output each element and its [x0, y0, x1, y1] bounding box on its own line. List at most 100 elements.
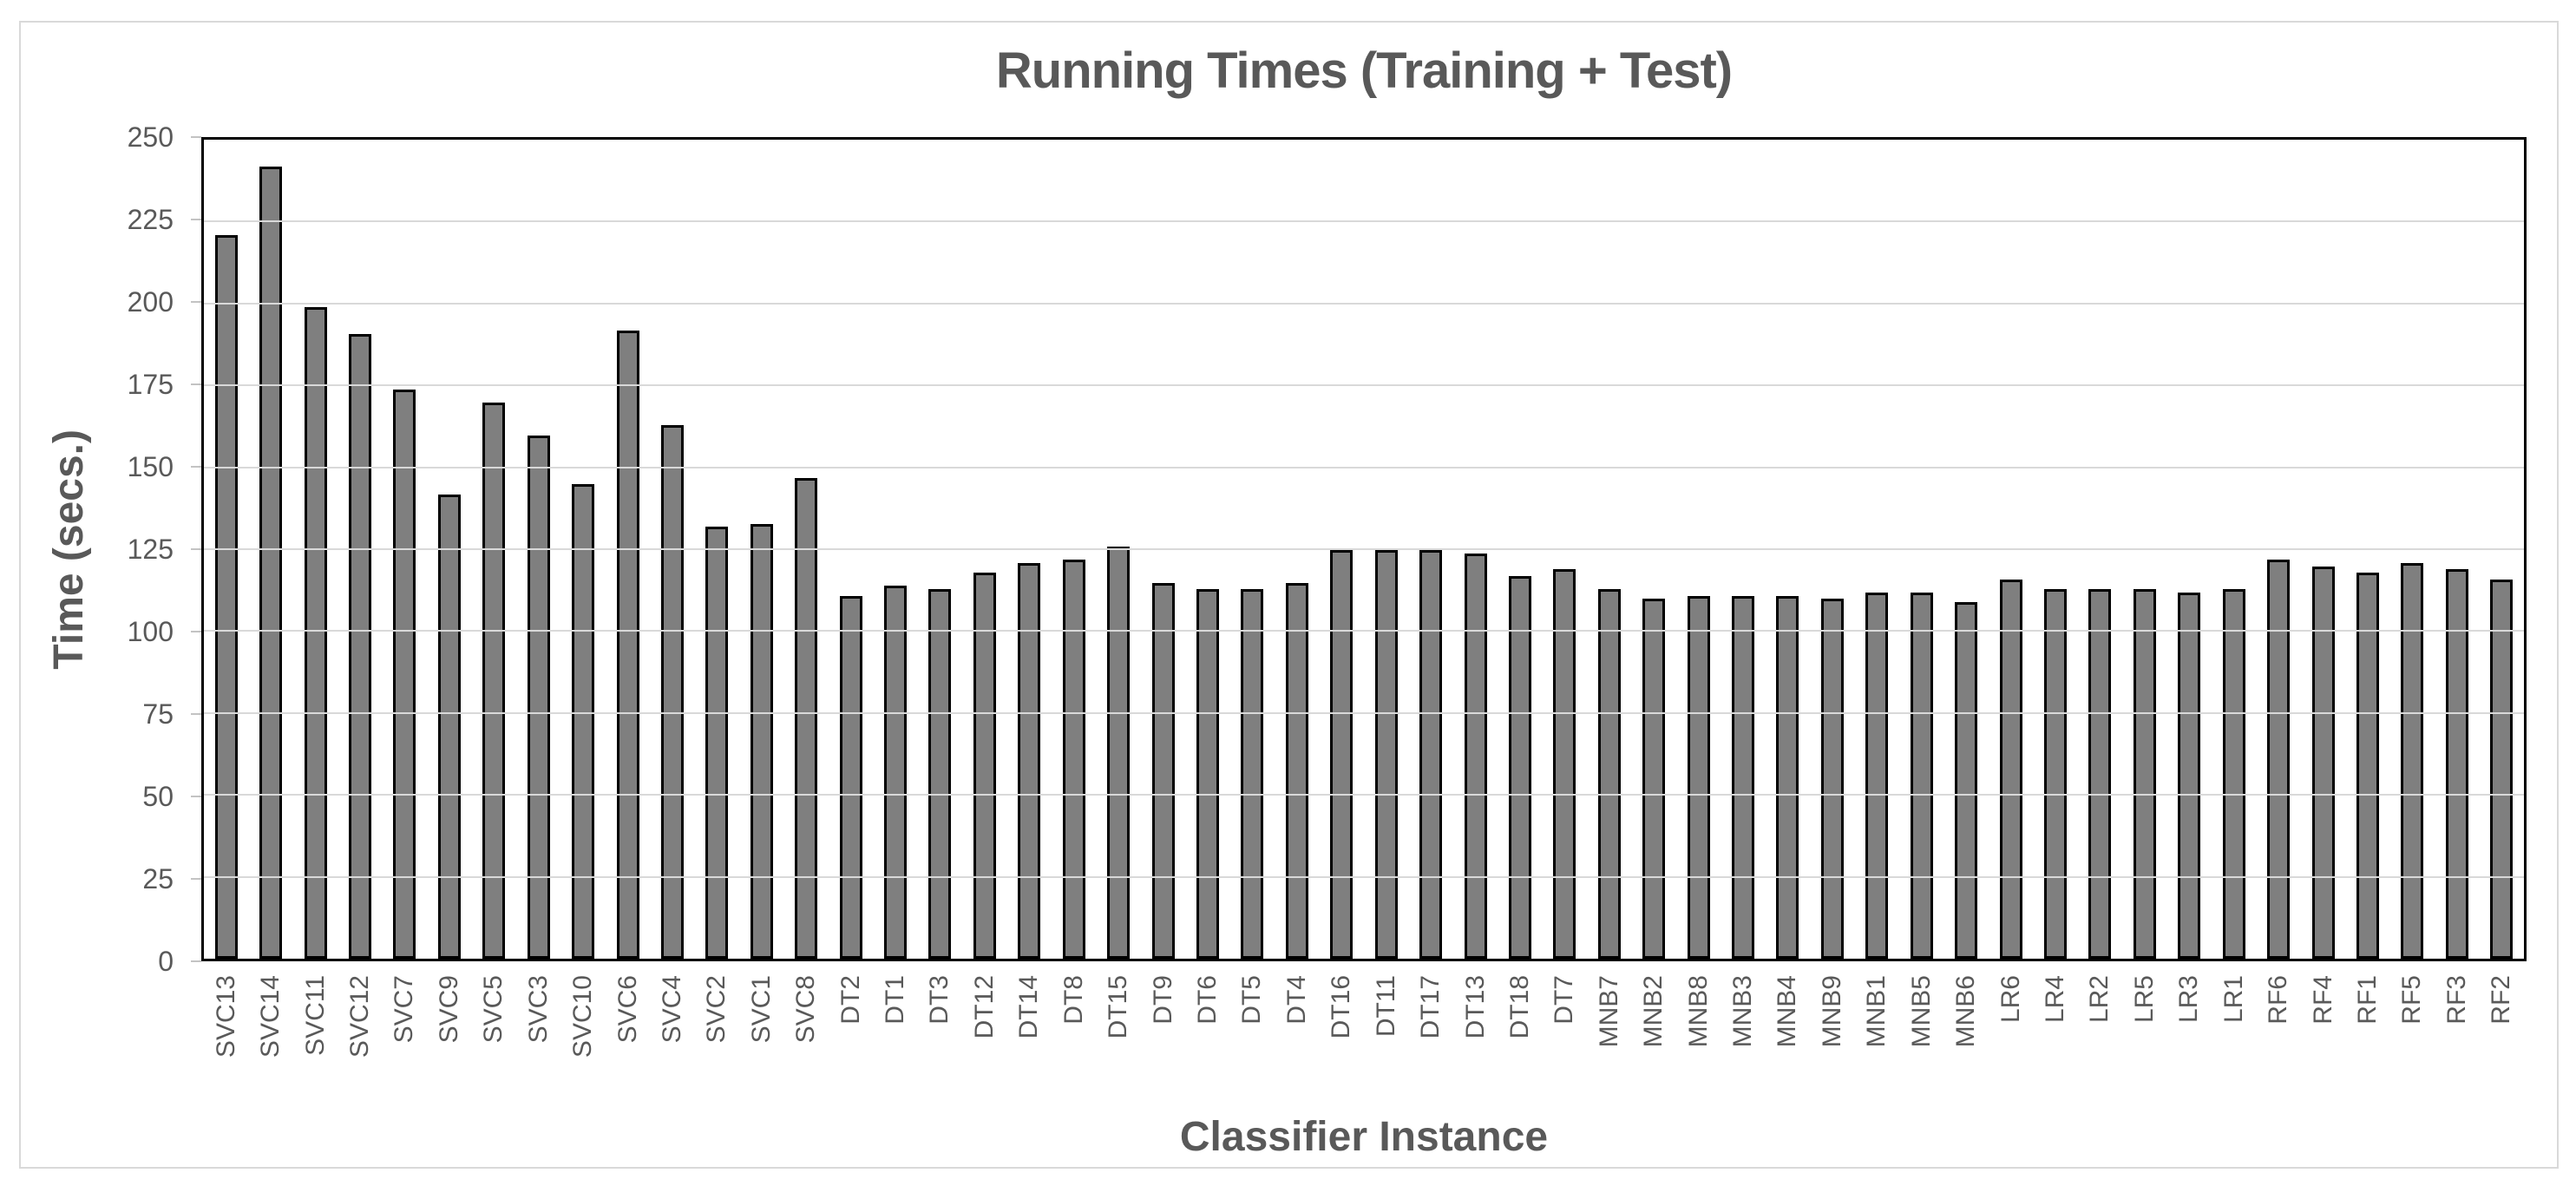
bar-DT7 — [1553, 569, 1576, 959]
bar-SVC11 — [304, 307, 327, 959]
bar-DT6 — [1196, 589, 1219, 959]
y-tick-label-250: 250 — [127, 121, 174, 153]
x-tick-label-RF3: RF3 — [2442, 975, 2471, 1025]
bar-slot-LR2 — [2078, 140, 2122, 959]
y-tick-label-200: 200 — [127, 286, 174, 318]
x-tick-label-SVC7: SVC7 — [390, 975, 419, 1044]
x-tick-label-DT17: DT17 — [1416, 975, 1445, 1039]
x-axis-title: Classifier Instance — [1179, 1114, 1549, 1160]
x-label-slot-RF3: RF3 — [2435, 975, 2479, 1025]
bar-slot-DT17 — [1408, 140, 1452, 959]
bar-slot-SVC3 — [516, 140, 560, 959]
x-tick-label-MNB4: MNB4 — [1773, 975, 1802, 1048]
x-label-slot-DT6: DT6 — [1185, 975, 1229, 1025]
bar-slot-DT13 — [1453, 140, 1498, 959]
x-tick-label-LR5: LR5 — [2129, 975, 2159, 1024]
x-tick-label-DT16: DT16 — [1327, 975, 1356, 1039]
bar-LR4 — [2044, 589, 2067, 959]
bar-DT11 — [1374, 549, 1398, 959]
bar-SVC10 — [572, 484, 595, 959]
bar-MNB6 — [1955, 602, 1978, 959]
x-tick-label-LR3: LR3 — [2174, 975, 2204, 1024]
bar-slot-SVC4 — [650, 140, 694, 959]
x-tick-label-DT7: DT7 — [1550, 975, 1579, 1025]
x-tick-label-MNB6: MNB6 — [1951, 975, 1981, 1048]
y-tick-mark-50 — [191, 796, 201, 797]
bar-slot-MNB6 — [1943, 140, 1988, 959]
x-label-slot-DT17: DT17 — [1408, 975, 1452, 1039]
gridline-y-150 — [204, 466, 2524, 469]
x-tick-label-DT8: DT8 — [1059, 975, 1088, 1025]
bar-slot-DT2 — [829, 140, 873, 959]
y-tick-mark-0 — [191, 960, 201, 962]
x-label-slot-LR2: LR2 — [2078, 975, 2122, 1023]
bar-slot-LR1 — [2212, 140, 2256, 959]
x-label-slot-SVC5: SVC5 — [472, 975, 516, 1043]
bar-slot-RF6 — [2256, 140, 2300, 959]
bar-DT2 — [839, 595, 862, 959]
x-label-slot-RF2: RF2 — [2480, 975, 2524, 1025]
bar-slot-SVC2 — [695, 140, 739, 959]
x-tick-label-LR2: LR2 — [2085, 975, 2114, 1024]
bar-LR6 — [1999, 579, 2022, 959]
bar-SVC13 — [214, 235, 238, 959]
x-label-slot-MNB3: MNB3 — [1721, 975, 1765, 1047]
bar-RF5 — [2401, 562, 2424, 959]
x-label-slot-SVC9: SVC9 — [427, 975, 471, 1043]
bar-slot-RF1 — [2345, 140, 2389, 959]
gridline-y-225 — [204, 220, 2524, 223]
x-label-slot-MNB2: MNB2 — [1632, 975, 1676, 1047]
x-tick-label-SVC10: SVC10 — [568, 975, 598, 1058]
bar-SVC12 — [348, 333, 371, 959]
bar-DT13 — [1464, 553, 1487, 959]
bar-slot-DT16 — [1320, 140, 1364, 959]
x-tick-label-MNB7: MNB7 — [1594, 975, 1623, 1048]
x-tick-label-MNB5: MNB5 — [1906, 975, 1936, 1048]
bar-DT14 — [1018, 562, 1041, 959]
bar-SVC3 — [527, 435, 550, 959]
y-tick-label-225: 225 — [127, 204, 174, 235]
x-label-slot-DT1: DT1 — [873, 975, 917, 1025]
y-tick-label-50: 50 — [142, 781, 174, 812]
x-label-slot-DT5: DT5 — [1230, 975, 1275, 1025]
x-tick-label-SVC5: SVC5 — [479, 975, 508, 1044]
gridline-y-100 — [204, 630, 2524, 632]
gridline-y-25 — [204, 875, 2524, 878]
bar-slot-DT7 — [1543, 140, 1587, 959]
bar-slot-SVC6 — [606, 140, 650, 959]
x-tick-label-SVC2: SVC2 — [702, 975, 731, 1044]
x-tick-label-DT5: DT5 — [1237, 975, 1267, 1025]
x-label-slot-MNB6: MNB6 — [1943, 975, 1988, 1047]
x-tick-label-SVC11: SVC11 — [300, 975, 330, 1056]
bar-DT3 — [928, 589, 952, 959]
x-tick-label-MNB8: MNB8 — [1683, 975, 1713, 1048]
gridline-y-50 — [204, 794, 2524, 796]
y-tick-mark-25 — [191, 878, 201, 880]
x-label-slot-MNB5: MNB5 — [1899, 975, 1943, 1047]
bar-DT18 — [1508, 575, 1531, 959]
bar-slot-MNB4 — [1766, 140, 1810, 959]
bar-DT8 — [1062, 560, 1085, 959]
x-label-slot-LR3: LR3 — [2167, 975, 2212, 1023]
bar-SVC8 — [795, 477, 818, 959]
x-label-slot-DT4: DT4 — [1275, 975, 1319, 1025]
bar-slot-DT14 — [1007, 140, 1052, 959]
bar-slot-SVC7 — [383, 140, 427, 959]
x-label-slot-MNB7: MNB7 — [1587, 975, 1631, 1047]
x-label-slot-RF6: RF6 — [2256, 975, 2300, 1025]
x-tick-label-DT15: DT15 — [1104, 975, 1133, 1039]
x-tick-label-LR4: LR4 — [2041, 975, 2069, 1024]
x-label-slot-SVC13: SVC13 — [204, 975, 248, 1058]
bar-DT17 — [1419, 549, 1443, 959]
bar-DT9 — [1151, 582, 1175, 959]
bar-slot-SVC1 — [739, 140, 783, 959]
bar-SVC14 — [259, 166, 283, 959]
plot-area — [201, 137, 2527, 961]
bar-MNB7 — [1597, 589, 1621, 959]
x-label-slot-DT3: DT3 — [918, 975, 962, 1025]
x-label-slot-RF4: RF4 — [2301, 975, 2345, 1025]
x-label-slot-DT12: DT12 — [962, 975, 1006, 1039]
bar-RF4 — [2311, 566, 2335, 959]
x-label-slot-SVC3: SVC3 — [516, 975, 560, 1043]
x-label-slot-DT15: DT15 — [1096, 975, 1140, 1039]
